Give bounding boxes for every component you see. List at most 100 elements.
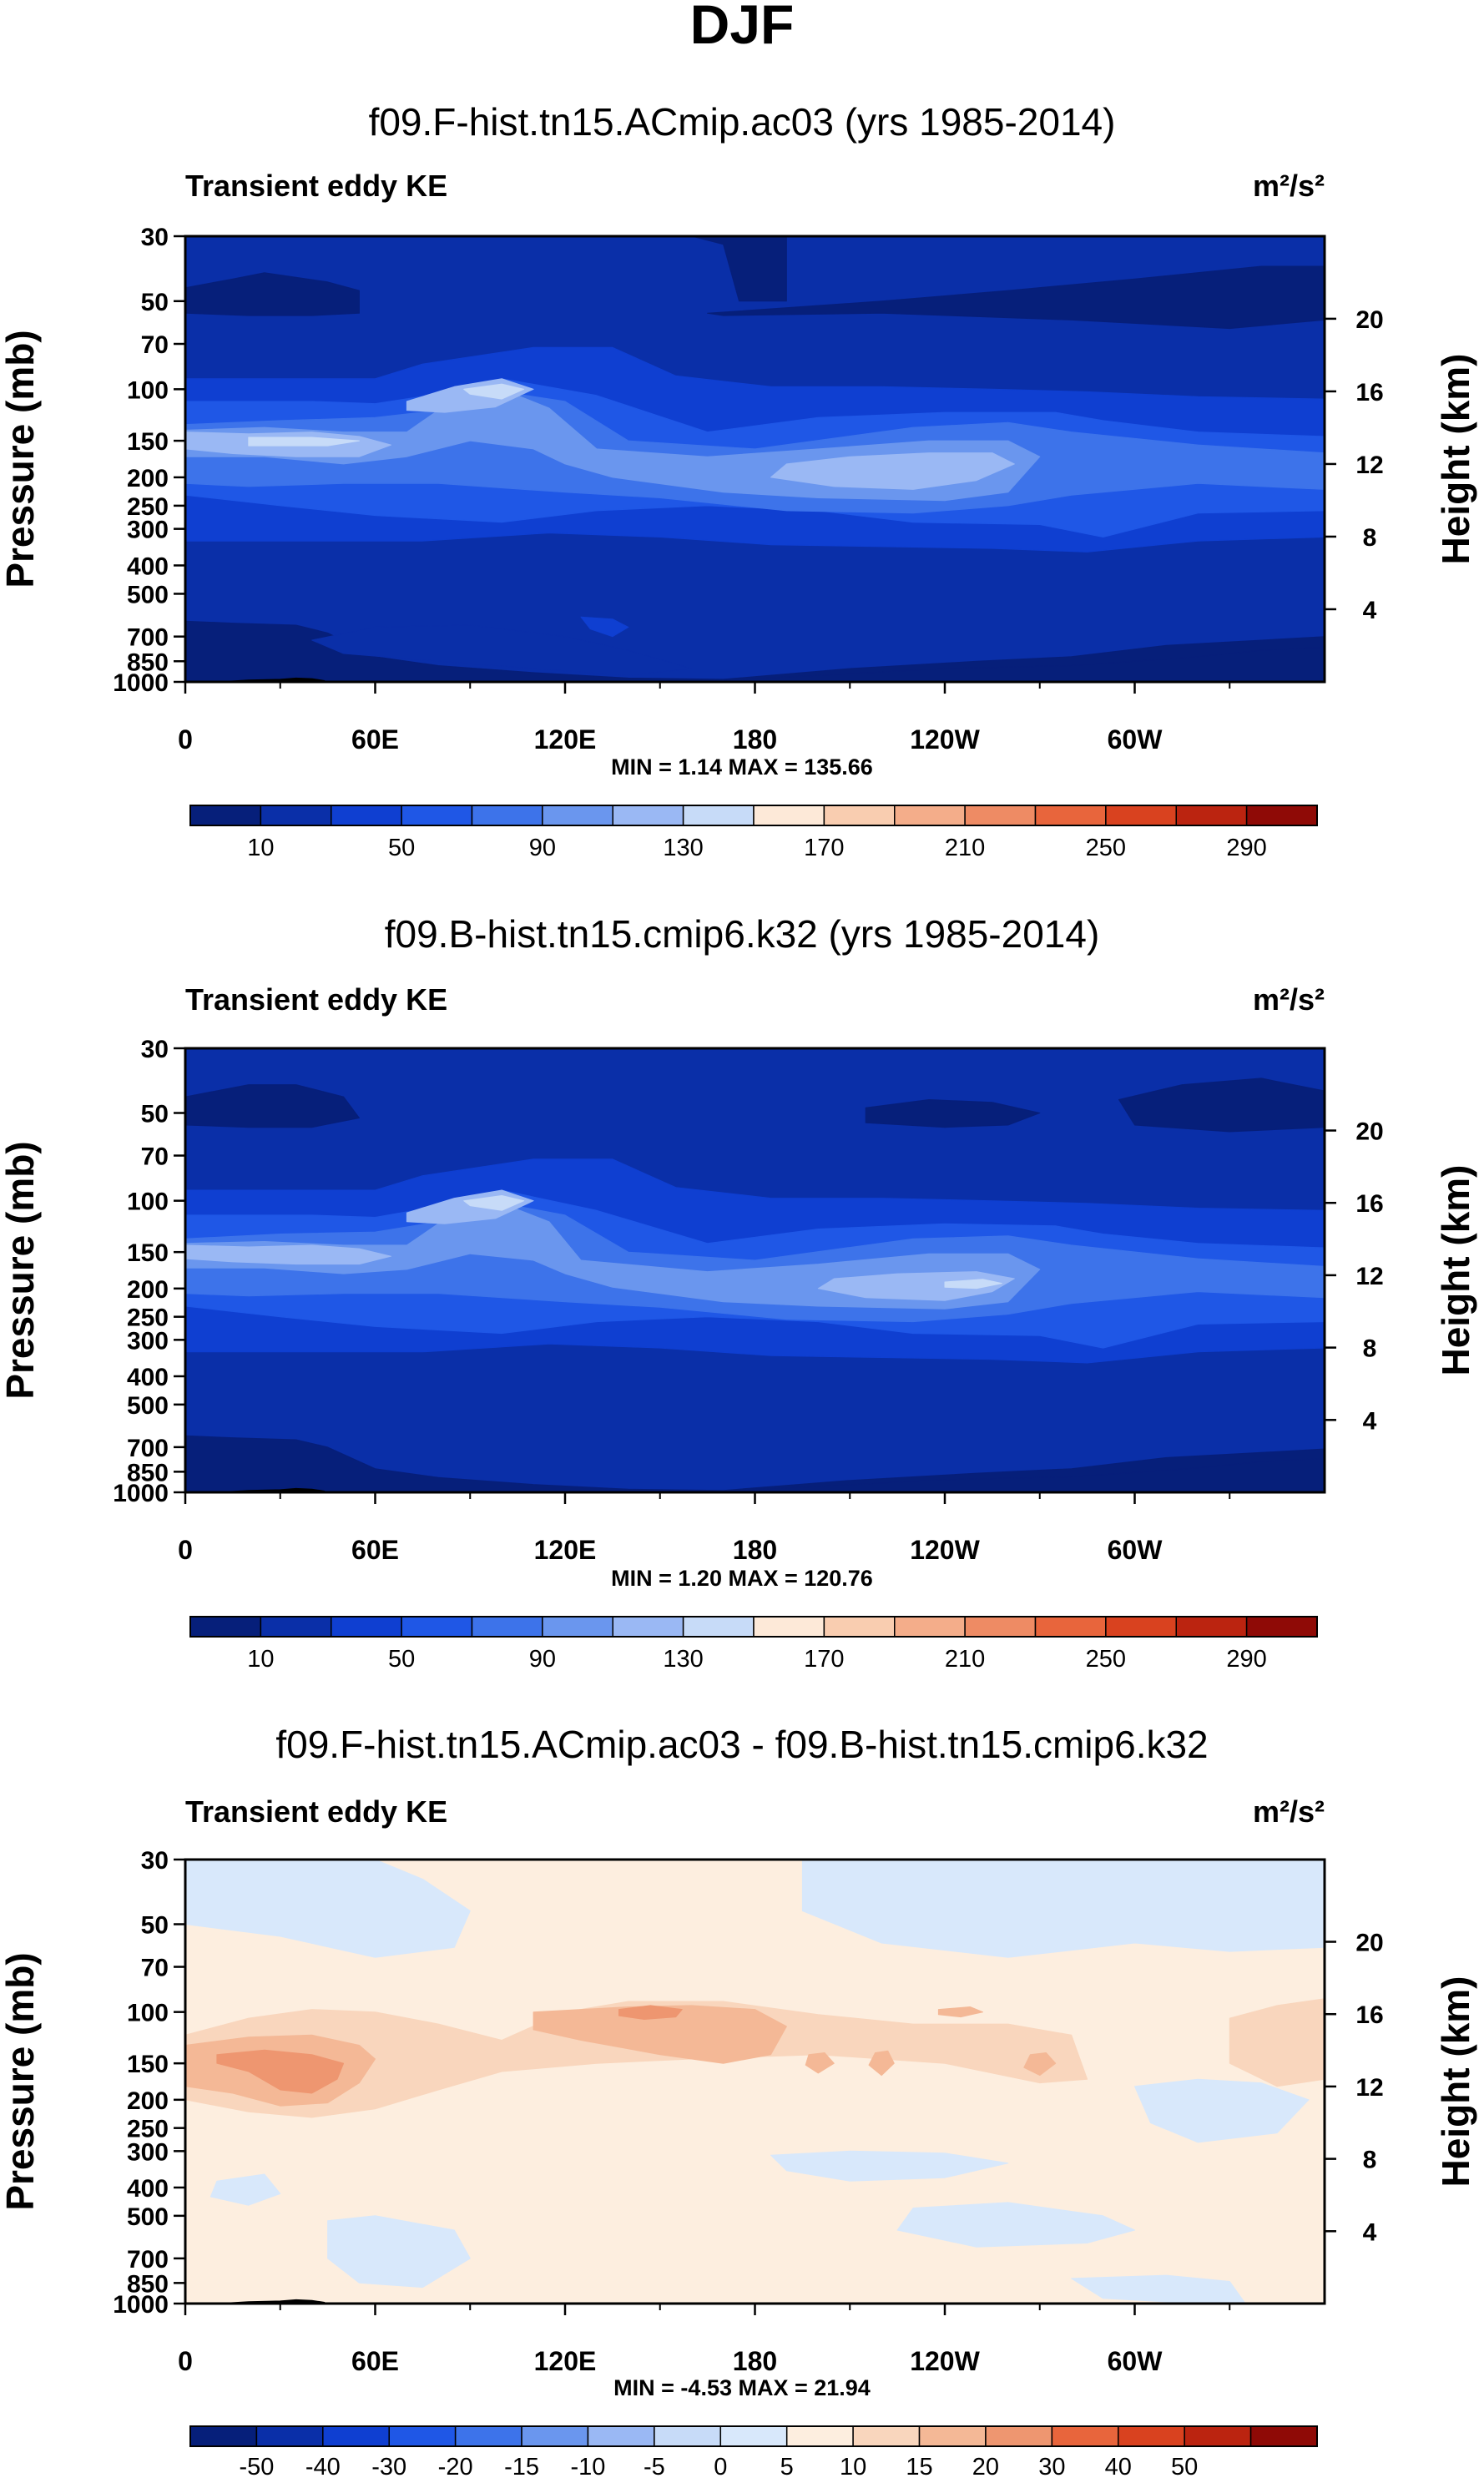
colorbar-swatch — [1245, 1616, 1318, 1638]
y-axis-label-right: Height (km) — [1434, 1976, 1477, 2188]
contour-region — [185, 1860, 1325, 2304]
colorbar-swatch — [753, 1616, 825, 1638]
contour-region — [691, 646, 1325, 682]
colorbar-swatch — [823, 805, 896, 826]
contour-region — [327, 2215, 471, 2289]
colorbar-swatch — [894, 805, 966, 826]
height-tick-label: 4 — [1363, 2218, 1377, 2246]
colorbar-swatch — [964, 1616, 1037, 1638]
colorbar-swatch — [1184, 2425, 1252, 2447]
y-tick-label: 300 — [127, 517, 169, 544]
contour-region — [896, 2202, 1135, 2248]
contour-region — [185, 272, 360, 316]
x-tick-label: 180 — [733, 724, 777, 754]
colorbar-swatch — [471, 1616, 543, 1638]
height-tick-label: 12 — [1355, 452, 1383, 479]
y-tick-label: 50 — [141, 1912, 169, 1940]
contour-region — [865, 1099, 1041, 1128]
contour-region — [801, 1860, 1325, 1958]
x-tick-label: 60E — [351, 724, 399, 754]
colorbar-label: -40 — [305, 2454, 341, 2480]
colorbar-label: -10 — [571, 2454, 606, 2480]
panel-2: f09.B-hist.tn15.cmip6.k32 (yrs 1985-2014… — [0, 912, 1477, 1673]
colorbar-swatch — [682, 805, 755, 826]
colorbar-swatch — [719, 2425, 788, 2447]
colorbar-label: 50 — [388, 1646, 415, 1673]
contour-region — [707, 265, 1325, 330]
y-tick-label: 150 — [127, 1239, 169, 1267]
colorbar-label: 15 — [906, 2454, 932, 2480]
contour-region — [1229, 1998, 1325, 2087]
y-tick-label: 1000 — [113, 669, 169, 697]
y-tick-label: 1000 — [113, 2291, 169, 2319]
contour-region — [691, 1457, 1325, 1492]
colorbar-swatch — [587, 2425, 655, 2447]
y-tick-label: 200 — [127, 2087, 169, 2115]
y-tick-label: 150 — [127, 2051, 169, 2078]
colorbar-label: 90 — [529, 835, 556, 861]
y-tick-label: 300 — [127, 1327, 169, 1355]
contour-region — [944, 1279, 1002, 1289]
colorbar-label: 50 — [388, 835, 415, 861]
contour-region — [618, 2005, 683, 2020]
y-tick-label: 700 — [127, 2246, 169, 2274]
height-tick-label: 20 — [1355, 1118, 1383, 1146]
colorbar-label: 250 — [1086, 835, 1126, 861]
colorbar-swatch — [1175, 805, 1248, 826]
height-tick-label: 8 — [1363, 524, 1377, 552]
y-tick-label: 50 — [141, 1101, 169, 1128]
y-tick-label: 250 — [127, 1305, 169, 1332]
colorbar-label: 0 — [714, 2454, 727, 2480]
contour-region — [185, 1084, 360, 1128]
contour-region — [770, 452, 1015, 490]
y-tick-label: 30 — [141, 224, 169, 251]
y-tick-label: 850 — [127, 1459, 169, 1486]
contour-region — [1023, 2052, 1057, 2077]
y-axis-label: Pressure (mb) — [0, 1952, 42, 2210]
colorbar-label: 10 — [247, 1646, 274, 1673]
x-tick-label: 120E — [534, 724, 597, 754]
y-axis-label: Pressure (mb) — [0, 1141, 42, 1399]
colorbar-frame — [189, 1616, 1318, 1638]
stats-label: MIN = 1.14 MAX = 135.66 — [611, 754, 873, 780]
x-tick-label: 60W — [1108, 1535, 1163, 1565]
colorbar-swatch — [785, 2425, 854, 2447]
figure-title: DJF — [690, 0, 795, 55]
colorbar-swatch — [985, 2425, 1053, 2447]
x-tick-label: 0 — [178, 2346, 193, 2376]
colorbar-swatch — [682, 1616, 755, 1638]
panel-subtitle: Transient eddy KE — [185, 1794, 447, 1829]
contour-region — [805, 2052, 835, 2074]
height-tick-label: 16 — [1355, 379, 1383, 406]
panel-1: f09.F-hist.tn15.ACmip.ac03 (yrs 1985-201… — [0, 100, 1477, 861]
contour-region — [1118, 1077, 1325, 1133]
colorbar-swatch — [823, 1616, 896, 1638]
colorbar-label: 50 — [1171, 2454, 1198, 2480]
panel-title: f09.B-hist.tn15.cmip6.k32 (yrs 1985-2014… — [385, 912, 1100, 956]
height-tick-label: 4 — [1363, 1407, 1377, 1435]
colorbar-swatch — [189, 1616, 262, 1638]
panel-3: f09.F-hist.tn15.ACmip.ac03 - f09.B-hist.… — [0, 1723, 1477, 2480]
y-tick-label: 100 — [127, 376, 169, 404]
contour-fill — [185, 236, 1325, 682]
colorbar: 10 50 90 130 170 210 250 290 — [189, 805, 1318, 861]
contour-region — [937, 2006, 983, 2018]
colorbar-swatch — [189, 2425, 258, 2447]
y-tick-label: 70 — [141, 1955, 169, 1982]
panel-title: f09.F-hist.tn15.ACmip.ac03 - f09.B-hist.… — [275, 1723, 1208, 1766]
y-tick-label: 500 — [127, 581, 169, 608]
contour-region — [185, 1244, 391, 1265]
x-tick-label: 120W — [910, 724, 980, 754]
contour-region — [580, 616, 629, 638]
y-tick-label: 30 — [141, 1036, 169, 1063]
x-tick-label: 180 — [733, 1535, 777, 1565]
contour-region — [817, 1271, 1015, 1301]
contour-region — [1134, 2078, 1310, 2143]
y-tick-label: 500 — [127, 2203, 169, 2231]
colorbar-swatch — [471, 805, 543, 826]
colorbar-swatch — [1105, 1616, 1177, 1638]
colorbar-swatch — [918, 2425, 987, 2447]
colorbar-label: 210 — [945, 1646, 985, 1673]
colorbar-swatch — [654, 2425, 722, 2447]
colorbar-label: -15 — [504, 2454, 539, 2480]
